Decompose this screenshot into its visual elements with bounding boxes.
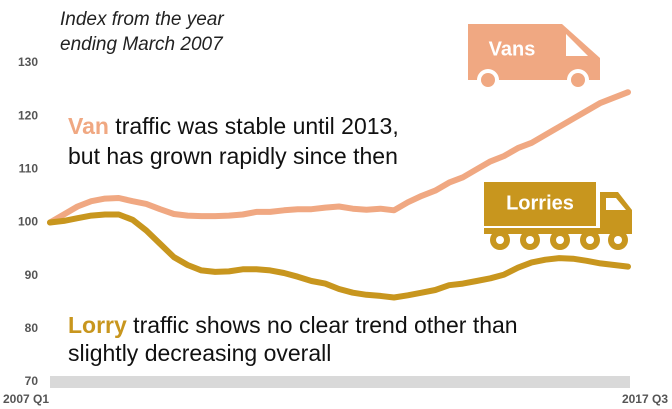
y-tick-label: 90 <box>25 268 39 282</box>
x-axis-band <box>50 376 630 388</box>
annotation: Lorry traffic shows no clear trend other… <box>68 312 518 338</box>
annotation: slightly decreasing overall <box>68 340 331 366</box>
annotation: Van traffic was stable until 2013, <box>68 113 399 139</box>
y-tick-label: 120 <box>18 108 38 122</box>
series-line <box>47 89 631 226</box>
annotation-lead: Van <box>68 113 109 139</box>
y-tick-label: 80 <box>25 321 39 335</box>
y-tick-label: 110 <box>19 162 39 176</box>
annotation-text: traffic was stable until 2013, <box>109 113 399 139</box>
subtitle: Index from the year <box>60 9 224 30</box>
x-tick-label: 2007 Q1 <box>3 392 49 406</box>
y-tick-label: 100 <box>18 215 38 229</box>
y-tick-label: 130 <box>18 55 38 69</box>
y-tick-label: 70 <box>25 374 39 388</box>
annotation-lead: Lorry <box>68 312 127 338</box>
legend-label: Vans <box>489 38 536 60</box>
series-line <box>47 211 631 301</box>
van-icon <box>468 24 600 91</box>
x-tick-label: 2017 Q3 <box>622 392 668 406</box>
annotation: but has grown rapidly since then <box>68 143 398 169</box>
lorry-icon <box>484 182 632 250</box>
legend-label: Lorries <box>506 192 574 214</box>
subtitle: ending March 2007 <box>60 34 224 55</box>
annotation-text: traffic shows no clear trend other than <box>127 312 518 338</box>
